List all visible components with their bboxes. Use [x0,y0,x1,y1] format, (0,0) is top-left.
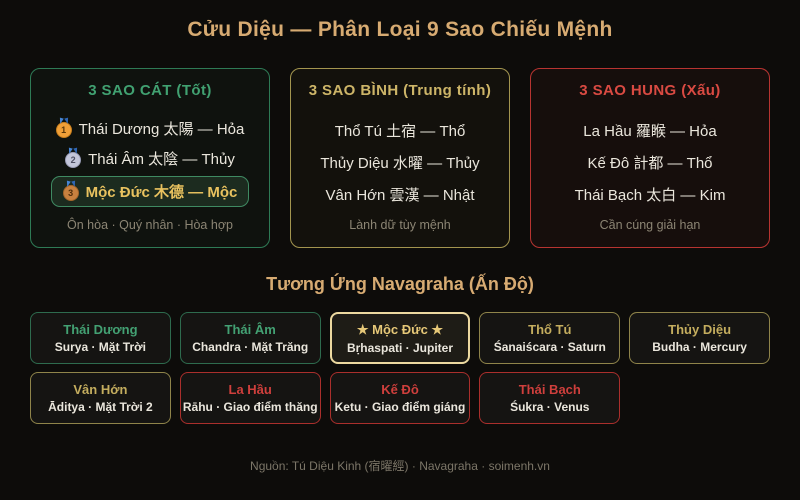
card-name: ★ Mộc Đức ★ [356,321,444,337]
neutral-stars-caption: Lành dữ tùy mệnh [349,218,451,232]
card-thuy-dieu: Thủy Diệu Budha · Mercury [629,312,770,364]
neutral-stars-panel: 3 SAO BÌNH (Trung tính) Thổ Tú 土宿 — Thổ … [290,68,510,248]
page-title: Cửu Diệu — Phân Loại 9 Sao Chiếu Mệnh [187,18,613,41]
good-stars-panel: 3 SAO CÁT (Tốt) 1 Thái Dương 太陽 — Hỏa 2 … [30,68,270,248]
gold-medal-icon: 1 [55,121,72,138]
star-item-label: Thái Bạch 太白 — Kim [574,187,726,204]
card-la-hau: La Hầu Rāhu · Giao điểm thăng [179,372,321,424]
card-van-hon: Vân Hớn Āditya · Mặt Trời 2 [30,372,171,424]
card-thai-bach: Thái Bạch Śukra · Venus [479,372,621,424]
bronze-medal-icon: 3 [62,184,79,201]
star-item-thai-am: 2 Thái Âm 太陰 — Thủy [65,148,235,169]
card-tho-tu: Thổ Tú Śanaiścara · Saturn [479,312,621,364]
star-item-label: La Hầu 羅睺 — Hỏa [583,123,717,140]
card-name: Thủy Diệu [668,322,732,337]
star-item-label: Thủy Diệu 水曜 — Thủy [320,155,480,172]
card-detail: Bṛhaspati · Jupiter [346,340,453,355]
card-detail: Surya · Mặt Trời [54,340,146,354]
card-detail: Rāhu · Giao điểm thăng [182,400,318,414]
star-item-label: Mộc Đức 木德 — Mộc [85,184,238,201]
star-item-thai-duong: 1 Thái Dương 太陽 — Hỏa [55,118,245,139]
card-ke-do: Kế Đô Ketu · Giao điểm giáng [329,372,471,424]
star-item-moc-duc-highlighted: 3 Mộc Đức 木德 — Mộc [50,176,250,207]
card-name: Thái Âm [224,322,276,337]
card-name: La Hầu [228,382,272,397]
good-stars-caption: Ôn hòa · Quý nhân · Hòa hợp [67,218,233,232]
card-name: Kế Đô [381,382,419,397]
star-item-van-hon: Vân Hớn 雲漢 — Nhật [325,184,474,205]
star-item-label: Thái Dương 太陽 — Hỏa [78,121,245,138]
card-moc-duc-highlighted: ★ Mộc Đức ★ Bṛhaspati · Jupiter [329,312,471,364]
star-item-label: Vân Hớn 雲漢 — Nhật [325,187,475,204]
card-thai-am: Thái Âm Chandra · Mặt Trăng [179,312,321,364]
source-footer: Nguồn: Tú Diệu Kinh (宿曜經) · Navagraha · … [250,459,550,473]
star-item-tho-tu: Thổ Tú 土宿 — Thổ [335,120,466,141]
star-item-label: Thái Âm 太陰 — Thủy [88,151,235,168]
star-item-ke-do: Kế Đô 計都 — Thổ [587,152,712,173]
card-detail: Budha · Mercury [652,340,747,354]
card-detail: Śukra · Venus [510,400,590,414]
bad-stars-title: 3 SAO HUNG (Xấu) [579,82,721,99]
card-name: Thổ Tú [528,322,572,337]
card-thai-duong: Thái Dương Surya · Mặt Trời [30,312,171,364]
star-item-la-hau: La Hầu 羅睺 — Hỏa [583,120,716,141]
star-item-label: Thổ Tú 土宿 — Thổ [334,123,466,140]
card-detail: Śanaiścara · Saturn [493,340,606,354]
card-name: Thái Bạch [518,382,581,397]
star-item-thuy-dieu: Thủy Diệu 水曜 — Thủy [320,152,479,173]
bad-stars-panel: 3 SAO HUNG (Xấu) La Hầu 羅睺 — Hỏa Kế Đô 計… [530,68,770,248]
navagraha-section-title: Tương Ứng Navagraha (Ấn Độ) [266,274,534,294]
navagraha-card-grid: Thái Dương Surya · Mặt Trời Thái Âm Chan… [30,312,770,424]
star-classification-row: 3 SAO CÁT (Tốt) 1 Thái Dương 太陽 — Hỏa 2 … [30,68,770,248]
card-detail: Chandra · Mặt Trăng [192,340,309,354]
neutral-stars-title: 3 SAO BÌNH (Trung tính) [308,82,492,99]
good-stars-title: 3 SAO CÁT (Tốt) [88,82,212,99]
card-detail: Āditya · Mặt Trời 2 [48,400,153,414]
card-detail: Ketu · Giao điểm giáng [334,400,466,414]
star-item-thai-bach: Thái Bạch 太白 — Kim [575,184,726,205]
bad-stars-caption: Cần cúng giải hạn [599,218,701,232]
star-item-label: Kế Đô 計都 — Thổ [587,155,713,172]
card-name: Vân Hớn [73,382,128,397]
silver-medal-icon: 2 [65,151,82,168]
card-name: Thái Dương [63,322,138,337]
